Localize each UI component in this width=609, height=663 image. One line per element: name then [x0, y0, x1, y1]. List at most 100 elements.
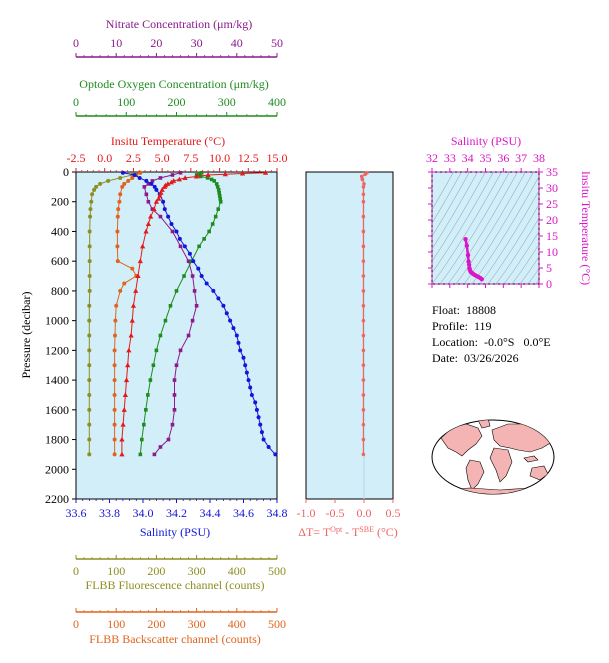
ts-y-tick-label: 10 — [546, 245, 558, 259]
backscatter-point — [117, 199, 122, 204]
ts-point — [479, 277, 484, 282]
location-label: Location: — [432, 335, 478, 349]
nitrate-axis-title: Nitrate Concentration (μm/kg) — [106, 17, 252, 31]
salinity-point — [266, 444, 271, 449]
ts-point — [464, 243, 469, 248]
salinity-point — [191, 259, 196, 264]
delta-t-point — [361, 199, 366, 204]
pressure-tick-label: 1800 — [45, 433, 69, 447]
salinity-point — [231, 326, 236, 331]
salinity-point — [154, 187, 159, 192]
nitrate-tick-label: 50 — [271, 36, 283, 50]
oxygen-tick-label: 0 — [73, 95, 79, 109]
temperature-tick-label: 10.0 — [209, 151, 230, 165]
backscatter-point — [118, 192, 123, 197]
fluorescence-point — [87, 259, 92, 264]
oxygen-point — [142, 422, 146, 427]
delta-t-point — [361, 437, 366, 442]
temperature-tick-label: 12.5 — [238, 151, 259, 165]
backscatter-point — [115, 259, 120, 264]
oxygen-point — [182, 274, 186, 278]
ts-density-contours — [432, 172, 539, 284]
oxygen-tick-label: 200 — [168, 95, 186, 109]
oxygen-point — [174, 289, 179, 293]
backscatter-point — [115, 214, 120, 219]
nitrate-point — [178, 348, 183, 353]
fluorescence-point — [89, 199, 94, 204]
nitrate-point — [190, 274, 195, 278]
ts-point — [466, 262, 472, 267]
temperature-point — [239, 170, 246, 176]
temperature-point — [119, 436, 125, 442]
backscatter-point — [118, 288, 123, 293]
salinity-point — [137, 175, 142, 180]
float-info-profile: Profile: 119 — [432, 319, 492, 334]
nitrate-point — [166, 437, 171, 442]
salinity-point — [216, 296, 221, 301]
pressure-tick-label: 1200 — [45, 343, 69, 357]
temperature-point — [128, 332, 134, 338]
oxygen-point — [218, 199, 223, 204]
oxygen-point — [163, 318, 168, 323]
fluorescence-point — [118, 175, 123, 180]
salinity-point — [259, 430, 264, 435]
delta-t-point — [361, 303, 366, 308]
ts-point — [465, 253, 471, 258]
backscatter-point — [126, 178, 131, 183]
salinity-point — [258, 422, 263, 427]
oxygen-point — [202, 237, 206, 241]
salinity-point — [234, 333, 239, 338]
oxygen-point — [146, 393, 150, 397]
salinity-tick-label: 34.0 — [133, 506, 154, 520]
salinity-point — [238, 348, 243, 353]
oxygen-point — [215, 185, 220, 189]
temperature-tick-label: 15.0 — [267, 151, 288, 165]
delta-t-point — [361, 318, 366, 323]
salinity-point — [177, 236, 182, 241]
temperature-point — [120, 421, 126, 427]
salinity-axis-title: Salinity (PSU) — [140, 525, 210, 539]
fluorescence-tick-label: 300 — [188, 564, 206, 578]
backscatter-tick-label: 500 — [268, 617, 286, 631]
salinity-point — [261, 437, 266, 442]
backscatter-point — [112, 363, 117, 368]
nitrate-point — [146, 199, 151, 204]
nitrate-point — [142, 185, 147, 189]
salinity-point — [152, 184, 157, 189]
nitrate-point — [186, 259, 191, 263]
float-info-float: Float: 18808 — [432, 303, 496, 318]
ts-y-tick-label: 0 — [546, 277, 552, 291]
profile-value: 119 — [474, 319, 492, 333]
ts-density-contour — [432, 172, 470, 237]
temperature-point — [145, 221, 151, 227]
oxygen-point — [140, 437, 144, 442]
float-info-date: Date: 03/26/2026 — [432, 351, 519, 366]
float-value: 18808 — [466, 303, 497, 317]
nitrate-point — [172, 393, 177, 397]
ts-density-contour — [432, 172, 486, 262]
delta-t-tick-label: -0.5 — [326, 506, 345, 520]
salinity-point — [204, 281, 209, 286]
backscatter-point — [130, 266, 135, 271]
temperature-point — [126, 347, 132, 353]
nitrate-point — [178, 244, 183, 249]
fluorescence-point — [87, 303, 92, 308]
temperature-point — [122, 392, 128, 397]
salinity-tick-label: 34.4 — [200, 506, 221, 520]
fluorescence-tick-label: 0 — [73, 564, 79, 578]
fluorescence-point — [87, 378, 92, 383]
nitrate-point — [194, 303, 199, 308]
nitrate-tick-label: 0 — [73, 36, 79, 50]
oxygen-point — [144, 408, 148, 412]
delta-t-point — [363, 172, 367, 177]
temperature-point — [262, 169, 269, 175]
delta-t-point — [361, 244, 366, 249]
backscatter-tick-label: 400 — [228, 617, 246, 631]
backscatter-point — [112, 452, 117, 457]
world-map — [431, 419, 555, 495]
delta-t-point — [361, 192, 366, 197]
nitrate-point — [170, 173, 175, 177]
nitrate-point — [158, 214, 163, 219]
salinity-point — [166, 214, 171, 219]
salinity-tick-label: 33.6 — [66, 506, 87, 520]
